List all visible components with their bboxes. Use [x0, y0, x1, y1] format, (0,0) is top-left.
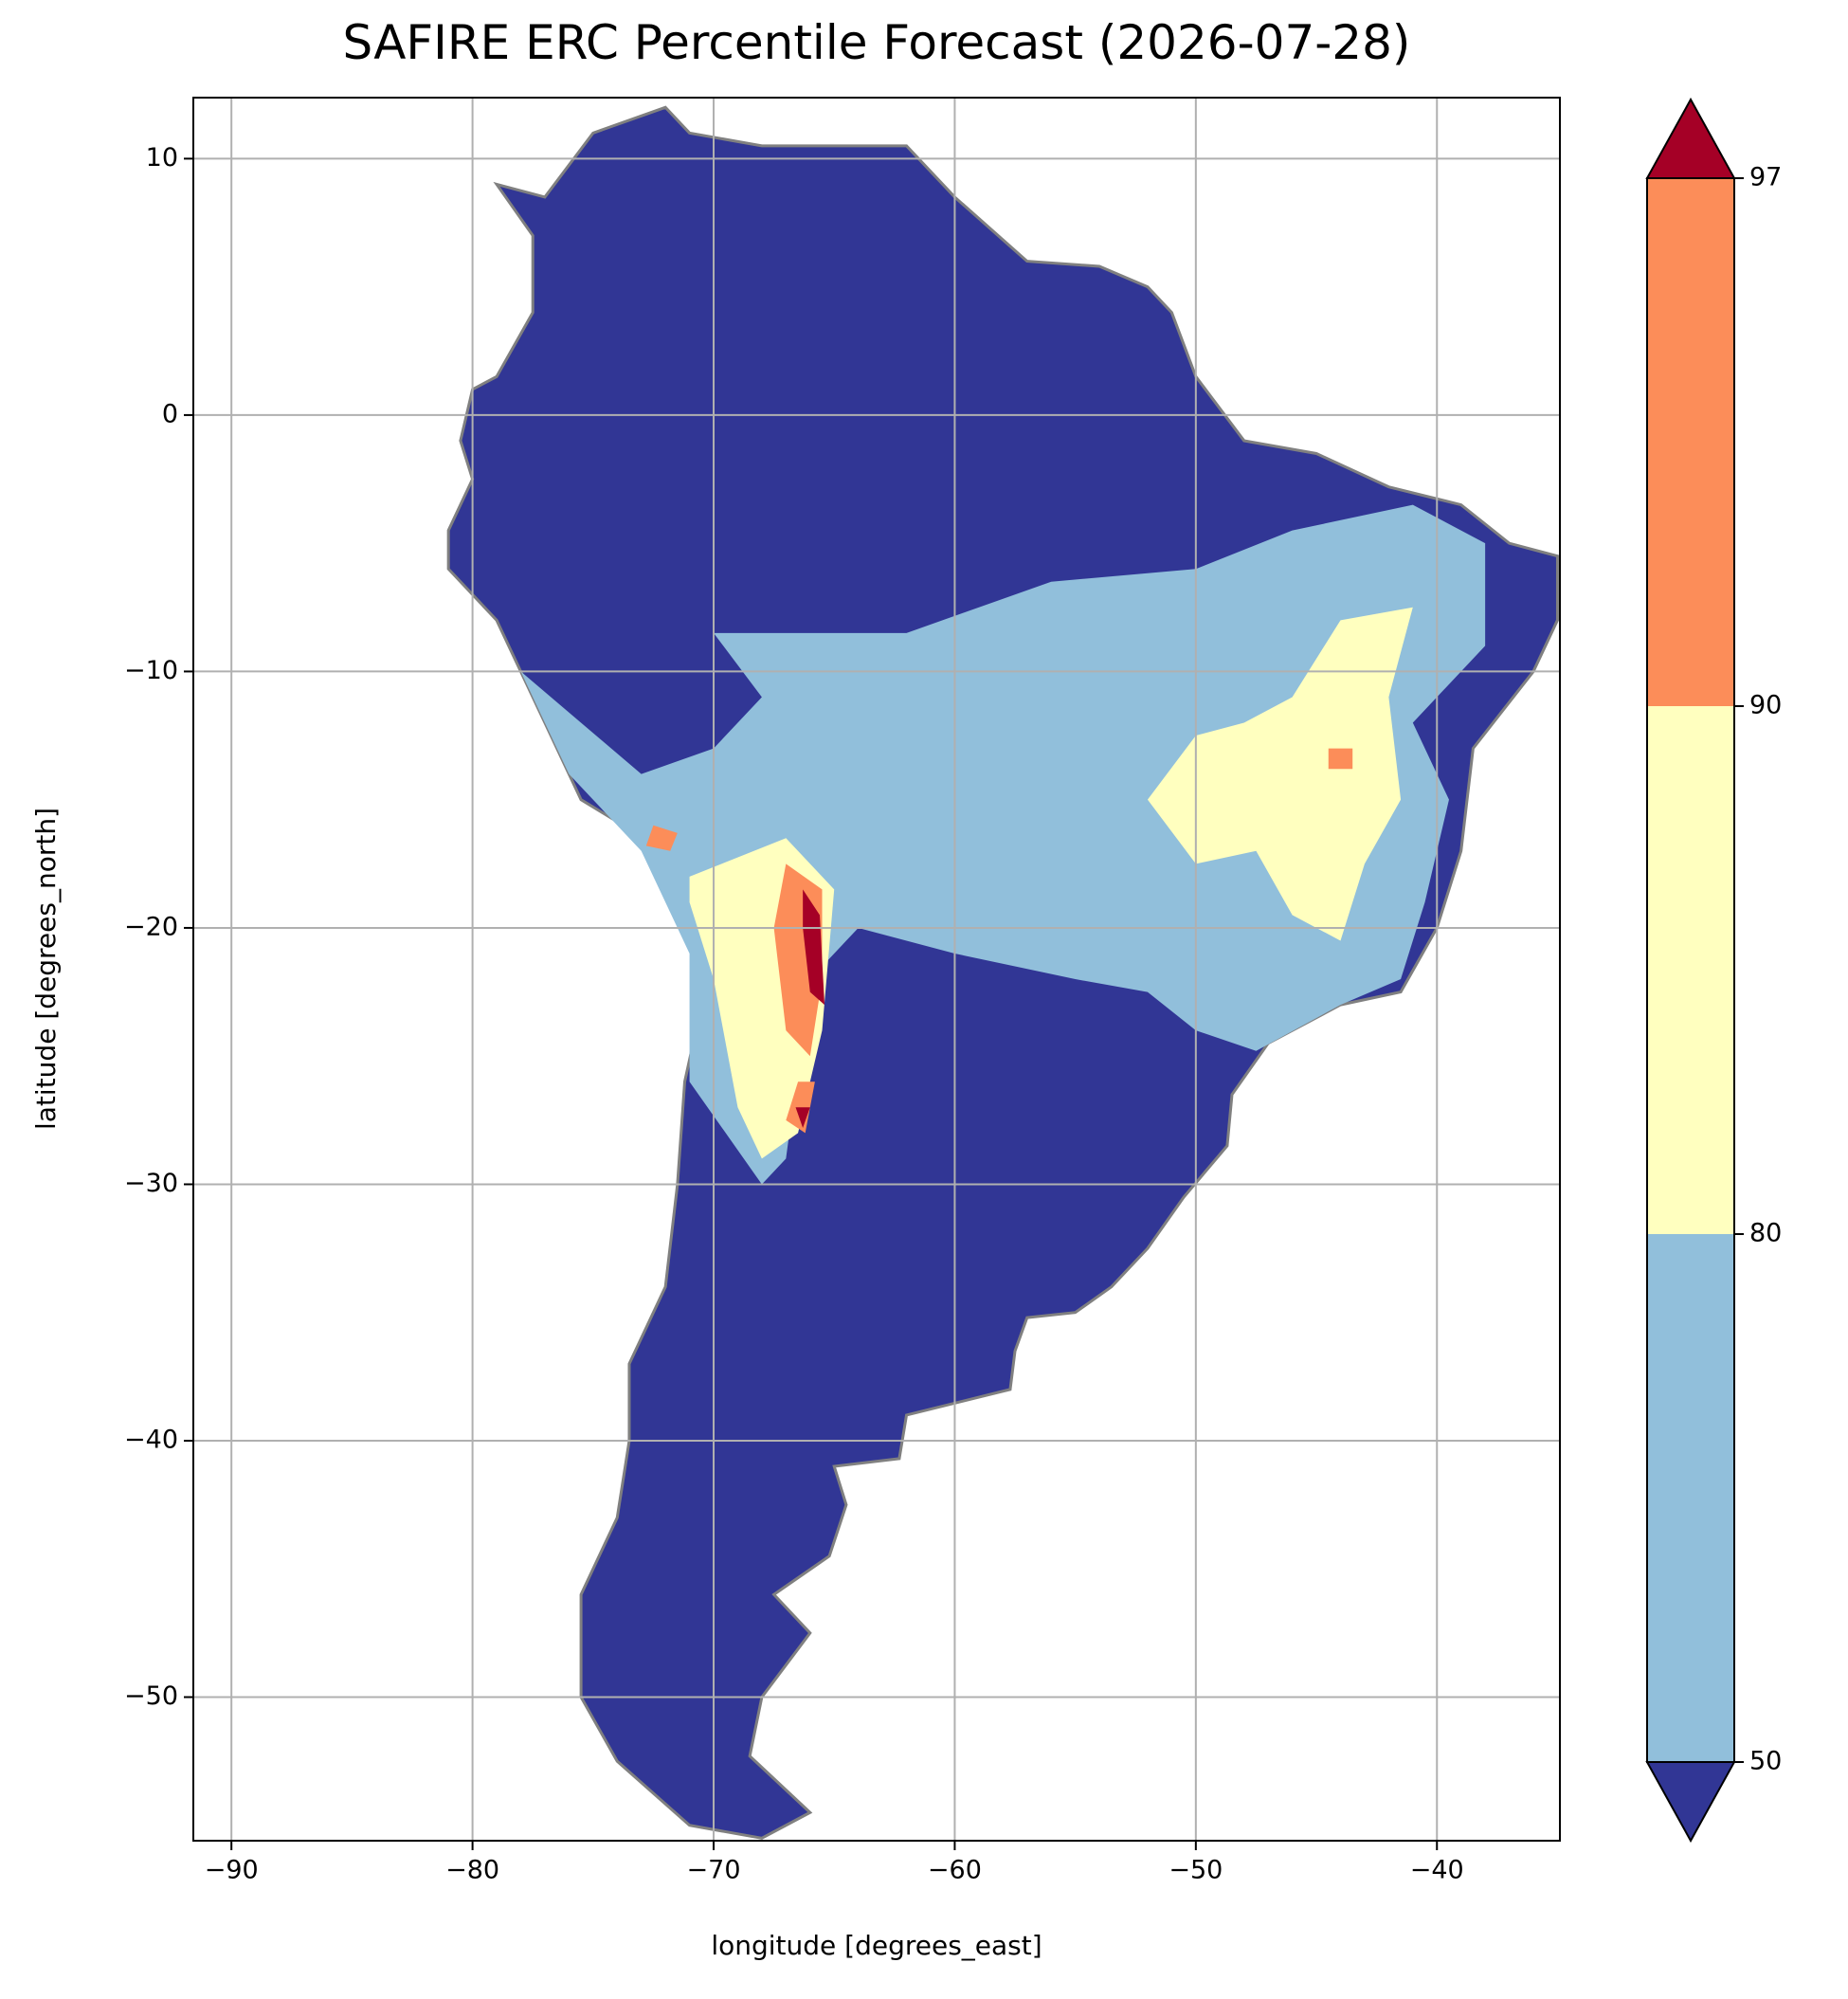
region-80-90: [689, 607, 1413, 1159]
colorbar-extend-min: [1645, 1761, 1736, 1844]
y-tick-label: 0: [162, 399, 178, 428]
colorbar-segment: [1647, 178, 1734, 706]
colorbar-tick-label: 50: [1749, 1747, 1782, 1776]
x-tick-label: −60: [928, 1856, 982, 1885]
map-geometry: [448, 107, 1557, 1838]
x-tick-label: −50: [1169, 1856, 1223, 1885]
colorbar-frame: [1646, 177, 1735, 1763]
colorbar-segment: [1647, 706, 1734, 1234]
y-axis-label: latitude [degrees_north]: [30, 808, 62, 1130]
map-area: [448, 107, 1557, 1838]
y-tick-label: −40: [124, 1425, 178, 1454]
y-tick-label: 10: [146, 143, 178, 173]
ticks: −90 −80 −70 −60 −50 −40 −50 −40 −30 −20 −10 0 10: [124, 143, 1464, 1885]
y-tick-label: −30: [124, 1169, 178, 1198]
colorbar-tick-label: 90: [1749, 691, 1782, 720]
colorbar-tick-label: 80: [1749, 1219, 1782, 1248]
grid: [193, 98, 1560, 1841]
region-above-97: [795, 889, 825, 1128]
colorbar: 50 80 90 97: [1645, 97, 1782, 1844]
chart-title: SAFIRE ERC Percentile Forecast (2026-07-…: [343, 15, 1411, 70]
colorbar-extend-max: [1645, 97, 1736, 179]
colorbar-segment: [1647, 1234, 1734, 1762]
x-tick-label: −40: [1410, 1856, 1464, 1885]
x-tick-label: −90: [205, 1856, 259, 1885]
colorbar-tick-label: 97: [1749, 163, 1782, 192]
x-tick-label: −80: [445, 1856, 499, 1885]
x-axis-label: longitude [degrees_east]: [711, 1930, 1042, 1961]
y-tick-label: −10: [124, 656, 178, 685]
y-tick-label: −50: [124, 1681, 178, 1711]
y-tick-label: −20: [124, 912, 178, 941]
x-tick-label: −70: [687, 1856, 741, 1885]
region-90-97: [645, 748, 1353, 1134]
axes-frame: [192, 97, 1561, 1842]
